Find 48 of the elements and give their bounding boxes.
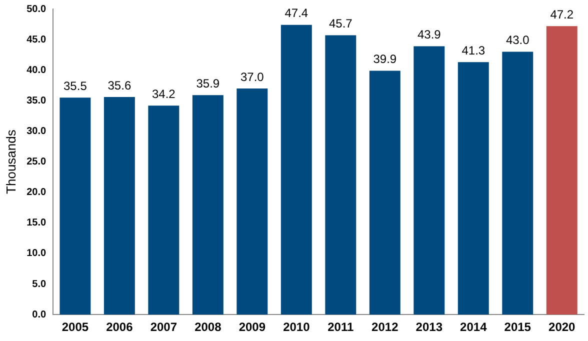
y-tick-label: 10.0 — [26, 248, 46, 260]
data-label: 47.4 — [284, 6, 308, 20]
data-label: 43.0 — [506, 33, 530, 48]
y-tick-label: 25.0 — [26, 156, 46, 168]
data-label: 45.7 — [328, 16, 353, 31]
x-tick-label: 2020 — [548, 320, 576, 334]
x-tick-label: 2009 — [238, 320, 266, 334]
bar — [502, 52, 534, 315]
bar — [458, 62, 489, 315]
x-tick-label: 2015 — [504, 320, 532, 334]
x-tick-label: 2014 — [460, 320, 488, 334]
y-tick-label: 0.0 — [32, 309, 46, 320]
bar — [236, 88, 268, 315]
data-label: 35.5 — [64, 78, 88, 93]
x-tick-label: 2013 — [416, 320, 443, 334]
bar — [280, 24, 312, 315]
y-axis-title: Thousands — [3, 129, 18, 194]
data-label: 43.9 — [417, 28, 442, 42]
y-tick-label: 40.0 — [26, 64, 46, 76]
bar — [369, 70, 400, 315]
x-tick-label: 2006 — [106, 320, 134, 334]
data-label: 41.3 — [462, 43, 486, 58]
bar — [148, 106, 180, 315]
y-tick-label: 30.0 — [26, 126, 46, 137]
y-tick-label: 45.0 — [26, 34, 46, 46]
bar — [192, 95, 224, 315]
x-tick-label: 2007 — [150, 320, 178, 334]
y-tick-label: 35.0 — [26, 95, 46, 106]
data-label: 47.2 — [550, 7, 574, 22]
x-tick-label: 2010 — [283, 320, 310, 334]
bar — [414, 46, 445, 315]
x-tick-label: 2011 — [328, 320, 354, 334]
data-label: 37.0 — [240, 70, 264, 84]
y-tick-label: 5.0 — [32, 278, 46, 290]
y-tick-label: 20.0 — [26, 187, 46, 198]
x-tick-label: 2008 — [194, 320, 222, 334]
x-tick-label: 2005 — [62, 320, 89, 334]
bar — [325, 35, 356, 315]
data-label: 35.6 — [108, 78, 132, 92]
bar — [546, 26, 578, 315]
data-label: 39.9 — [373, 52, 397, 66]
y-tick-label: 50.0 — [26, 4, 46, 15]
x-tick-label: 2012 — [372, 320, 399, 334]
data-label: 35.9 — [196, 76, 220, 90]
bar — [104, 97, 135, 315]
data-label: 34.2 — [152, 86, 176, 101]
bar — [60, 98, 91, 315]
y-tick-label: 15.0 — [26, 218, 46, 229]
